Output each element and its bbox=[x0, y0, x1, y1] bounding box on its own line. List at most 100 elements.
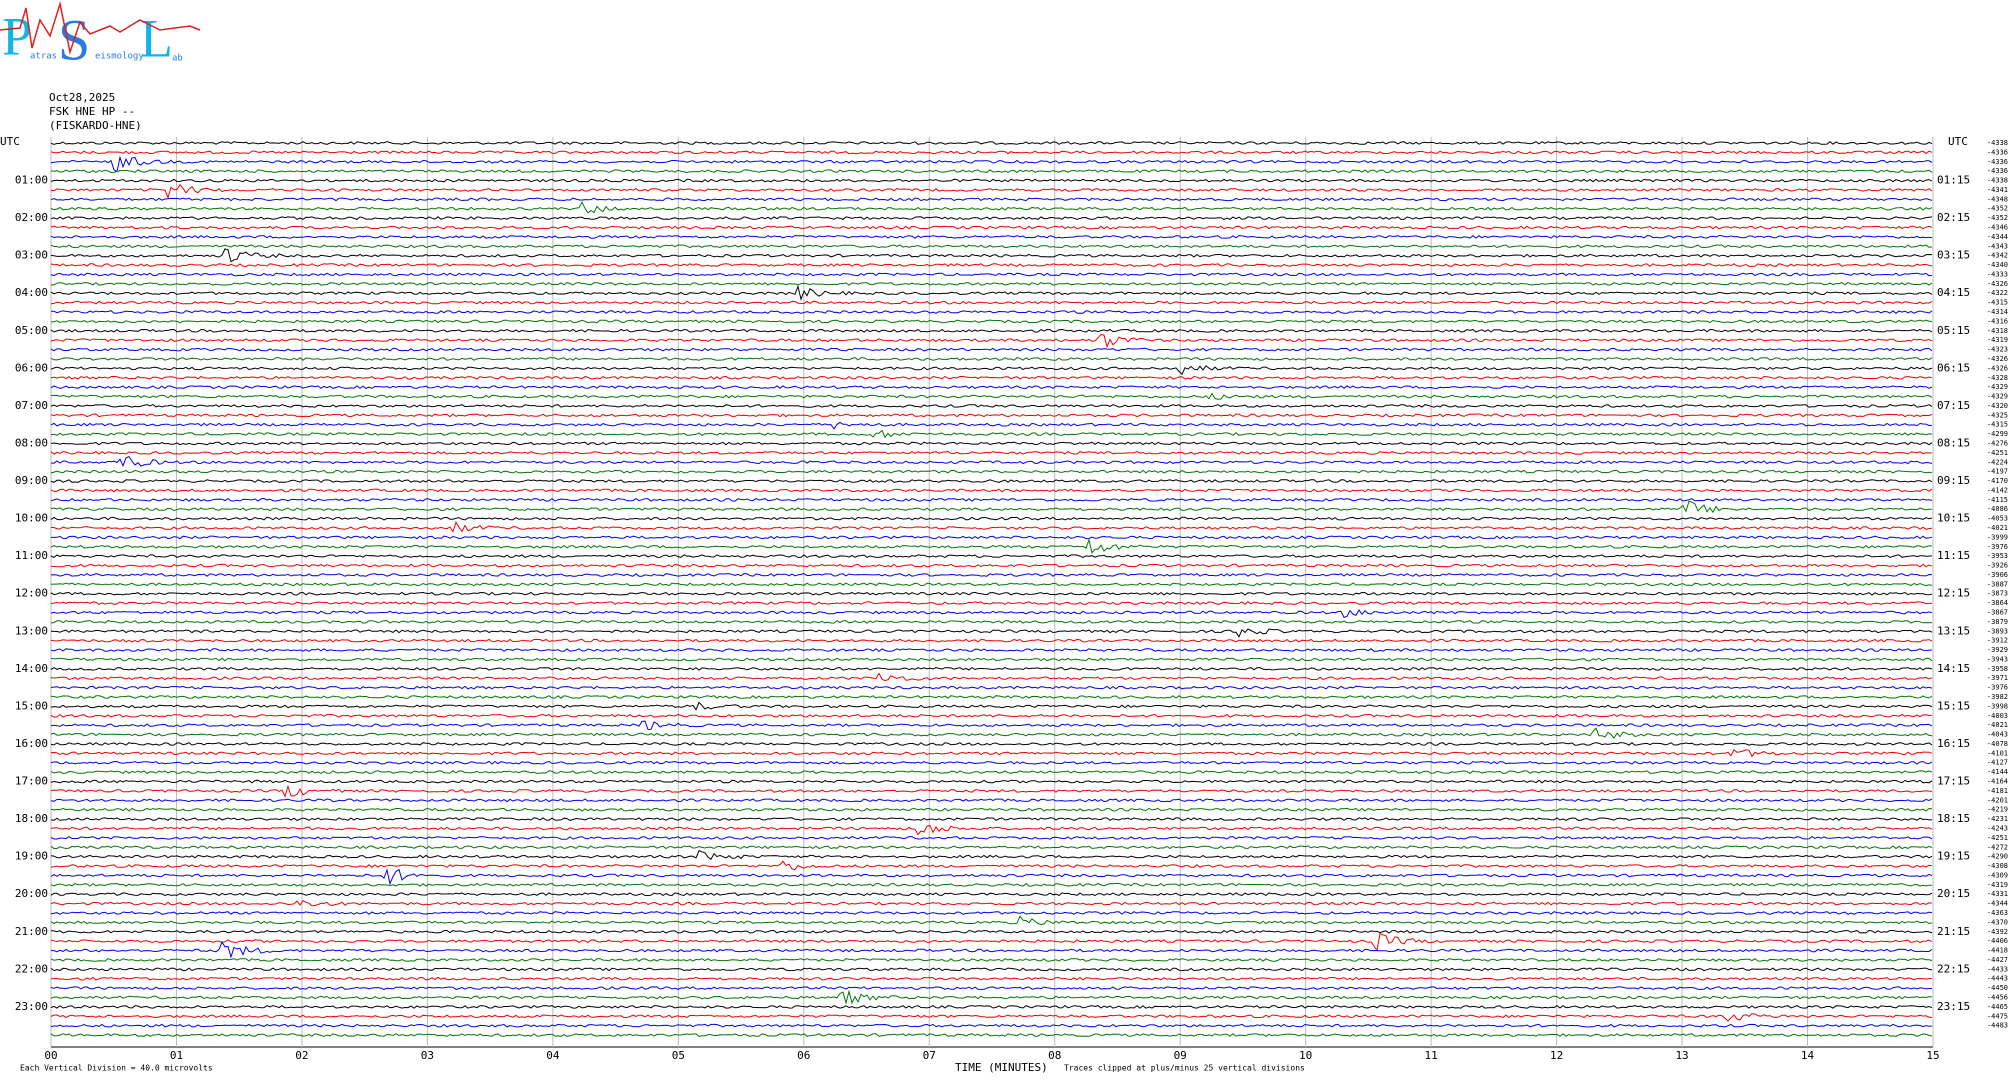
trace bbox=[50, 701, 1933, 711]
right-time-label: 06:15 bbox=[1937, 361, 1970, 374]
trace-offset: -4340 bbox=[1987, 261, 2008, 269]
trace bbox=[50, 672, 1933, 682]
x-axis-label: TIME (MINUTES) bbox=[955, 1061, 1048, 1074]
left-time-label: 09:00 bbox=[15, 474, 48, 487]
traces bbox=[50, 141, 1933, 1037]
left-time-label: 22:00 bbox=[15, 962, 48, 975]
trace bbox=[50, 770, 1933, 775]
trace bbox=[50, 244, 1933, 249]
trace bbox=[50, 666, 1933, 671]
trace-offset: -3971 bbox=[1987, 674, 2008, 682]
left-time-label: 06:00 bbox=[15, 361, 48, 374]
trace bbox=[50, 727, 1933, 739]
trace bbox=[50, 497, 1933, 502]
trace bbox=[50, 619, 1933, 624]
labels: 00 01 02 03 04 05 06 07 08 09 10 11 12 13 14 15 01:00 02:… bbox=[15, 139, 2008, 1062]
trace-offset: -3926 bbox=[1987, 562, 2008, 570]
trace-offset: -3864 bbox=[1987, 599, 2008, 607]
grid bbox=[50, 137, 1934, 1047]
trace bbox=[50, 284, 1933, 301]
trace bbox=[50, 413, 1933, 418]
x-tick-label: 01 bbox=[170, 1049, 183, 1062]
left-time-label: 07:00 bbox=[15, 399, 48, 412]
trace bbox=[50, 648, 1933, 653]
trace bbox=[50, 779, 1933, 784]
trace-offset: -4142 bbox=[1987, 486, 2008, 494]
trace-offset: -4465 bbox=[1987, 1003, 2008, 1011]
trace bbox=[50, 455, 1933, 467]
trace bbox=[50, 347, 1933, 352]
trace-offset: -4043 bbox=[1987, 731, 2008, 739]
trace-offset: -3998 bbox=[1987, 702, 2008, 710]
x-tick-label: 07 bbox=[923, 1049, 936, 1062]
trace-offset: -3929 bbox=[1987, 646, 2008, 654]
x-tick-label: 14 bbox=[1801, 1049, 1815, 1062]
trace bbox=[50, 742, 1933, 746]
left-time-label: 17:00 bbox=[15, 775, 48, 788]
trace-offset: -4406 bbox=[1987, 937, 2008, 945]
left-time-label: 10:00 bbox=[15, 512, 48, 525]
right-time-label: 17:15 bbox=[1937, 775, 1970, 788]
left-time-label: 15:00 bbox=[15, 699, 48, 712]
trace bbox=[50, 178, 1933, 183]
left-time-label: 02:00 bbox=[15, 211, 48, 224]
right-time-label: 05:15 bbox=[1937, 324, 1970, 337]
trace-offset: -4333 bbox=[1987, 270, 2008, 278]
trace-offset: -4272 bbox=[1987, 843, 2008, 851]
trace-offset: -4433 bbox=[1987, 965, 2008, 973]
trace-offset: -4181 bbox=[1987, 787, 2008, 795]
right-time-label: 04:15 bbox=[1937, 286, 1970, 299]
trace-offset: -4243 bbox=[1987, 824, 2008, 832]
trace-offset: -4343 bbox=[1987, 242, 2008, 250]
trace bbox=[50, 976, 1932, 981]
left-time-label: 16:00 bbox=[15, 737, 48, 750]
trace-offset: -4144 bbox=[1987, 768, 2008, 776]
trace-offset: -4318 bbox=[1987, 327, 2008, 335]
trace-offset: -4326 bbox=[1987, 280, 2008, 288]
right-time-label: 01:15 bbox=[1937, 174, 1970, 187]
trace bbox=[50, 915, 1933, 926]
trace bbox=[50, 328, 1933, 333]
trace-offset: -3976 bbox=[1987, 543, 2008, 551]
trace-offset: -4115 bbox=[1987, 496, 2008, 504]
trace bbox=[50, 319, 1933, 324]
trace bbox=[50, 469, 1932, 474]
left-time-label: 03:00 bbox=[15, 249, 48, 262]
trace bbox=[50, 572, 1933, 577]
trace bbox=[50, 500, 1933, 514]
utc-left: UTC bbox=[0, 135, 20, 148]
trace bbox=[50, 450, 1933, 455]
trace-offset: -4323 bbox=[1987, 346, 2008, 354]
trace-offset: -4344 bbox=[1987, 900, 2008, 908]
trace-offset: -4021 bbox=[1987, 524, 2008, 532]
trace-offset: -4427 bbox=[1987, 956, 2008, 964]
trace-offset: -4336 bbox=[1987, 158, 2008, 166]
trace-offset: -4450 bbox=[1987, 984, 2008, 992]
trace bbox=[50, 333, 1933, 349]
trace bbox=[50, 392, 1933, 400]
trace-offset: -4078 bbox=[1987, 740, 2008, 748]
trace-offset: -3867 bbox=[1987, 609, 2008, 617]
trace-offset: -4219 bbox=[1987, 806, 2008, 814]
trace bbox=[50, 784, 1933, 798]
right-time-label: 11:15 bbox=[1937, 549, 1970, 562]
trace-offset: -4251 bbox=[1987, 834, 2008, 842]
x-tick-label: 09 bbox=[1174, 1049, 1187, 1062]
logo-l: L bbox=[140, 8, 173, 68]
trace bbox=[50, 899, 1933, 907]
trace-offset: -4290 bbox=[1987, 853, 2008, 861]
trace-offset: -4320 bbox=[1987, 402, 2008, 410]
right-time-label: 19:15 bbox=[1937, 850, 1970, 863]
left-time-label: 20:00 bbox=[15, 887, 48, 900]
trace-offset: -4338 bbox=[1987, 177, 2008, 185]
trace bbox=[50, 849, 1933, 860]
trace-offset: -4322 bbox=[1987, 289, 2008, 297]
trace bbox=[50, 601, 1933, 606]
utc-right: UTC bbox=[1948, 135, 1968, 148]
trace bbox=[50, 201, 1933, 214]
trace bbox=[50, 817, 1933, 821]
trace-offset: -3906 bbox=[1987, 571, 2008, 579]
trace bbox=[50, 429, 1933, 439]
right-time-label: 16:15 bbox=[1937, 737, 1970, 750]
